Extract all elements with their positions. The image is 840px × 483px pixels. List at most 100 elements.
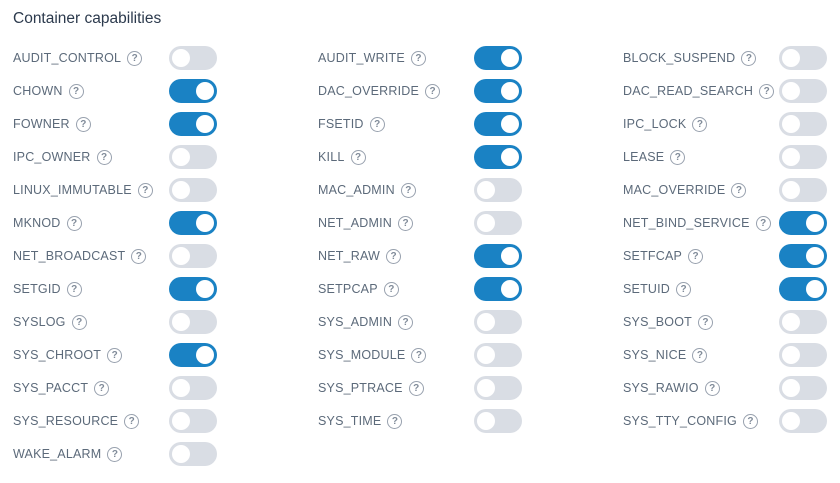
capability-label-group: SYS_TTY_CONFIG ? — [623, 413, 758, 429]
help-icon-audit-write[interactable]: ? — [410, 50, 426, 66]
help-icon-lease[interactable]: ? — [670, 149, 686, 165]
capability-label-group: NET_RAW ? — [318, 248, 402, 264]
capability-label-group: FOWNER ? — [13, 116, 91, 132]
toggle-audit-control[interactable] — [169, 46, 217, 70]
capability-label-group: CHOWN ? — [13, 83, 84, 99]
toggle-mknod[interactable] — [169, 211, 217, 235]
help-icon-net-admin[interactable]: ? — [398, 215, 414, 231]
capability-label: MAC_ADMIN — [318, 183, 395, 197]
capability-row-sys-tty-config: SYS_TTY_CONFIG ? — [623, 409, 827, 433]
toggle-knob-icon — [782, 49, 800, 67]
toggle-sys-nice[interactable] — [779, 343, 827, 367]
help-icon-fowner[interactable]: ? — [75, 116, 91, 132]
help-icon-setfcap[interactable]: ? — [688, 248, 704, 264]
help-icon-audit-control[interactable]: ? — [127, 50, 143, 66]
toggle-mac-admin[interactable] — [474, 178, 522, 202]
toggle-sys-rawio[interactable] — [779, 376, 827, 400]
capability-label-group: DAC_OVERRIDE ? — [318, 83, 441, 99]
toggle-kill[interactable] — [474, 145, 522, 169]
toggle-knob-icon — [172, 148, 190, 166]
help-icon-sys-pacct[interactable]: ? — [94, 380, 110, 396]
capability-label-group: IPC_LOCK ? — [623, 116, 708, 132]
capability-row-fowner: FOWNER ? — [13, 112, 217, 136]
help-icon-sys-resource[interactable]: ? — [124, 413, 140, 429]
capability-label: MKNOD — [13, 216, 61, 230]
toggle-sys-chroot[interactable] — [169, 343, 217, 367]
help-icon-mac-override[interactable]: ? — [731, 182, 747, 198]
capability-label: SYS_BOOT — [623, 315, 692, 329]
help-icon-syslog[interactable]: ? — [71, 314, 87, 330]
capability-label: LINUX_IMMUTABLE — [13, 183, 132, 197]
capability-label-group: SETPCAP ? — [318, 281, 399, 297]
help-icon-mknod[interactable]: ? — [66, 215, 82, 231]
help-icon-linux-immutable[interactable]: ? — [137, 182, 153, 198]
help-icon-chown[interactable]: ? — [68, 83, 84, 99]
capability-row-net-bind-service: NET_BIND_SERVICE ? — [623, 211, 827, 235]
toggle-sys-tty-config[interactable] — [779, 409, 827, 433]
toggle-sys-ptrace[interactable] — [474, 376, 522, 400]
capability-label-group: KILL ? — [318, 149, 366, 165]
toggle-fowner[interactable] — [169, 112, 217, 136]
toggle-net-admin[interactable] — [474, 211, 522, 235]
toggle-lease[interactable] — [779, 145, 827, 169]
help-icon-sys-tty-config[interactable]: ? — [742, 413, 758, 429]
toggle-block-suspend[interactable] — [779, 46, 827, 70]
help-icon-dac-read-search[interactable]: ? — [759, 83, 775, 99]
toggle-ipc-owner[interactable] — [169, 145, 217, 169]
toggle-chown[interactable] — [169, 79, 217, 103]
help-icon-sys-boot[interactable]: ? — [697, 314, 713, 330]
help-icon-sys-rawio[interactable]: ? — [704, 380, 720, 396]
help-icon-sys-chroot[interactable]: ? — [107, 347, 123, 363]
help-icon-setgid[interactable]: ? — [66, 281, 82, 297]
toggle-dac-override[interactable] — [474, 79, 522, 103]
toggle-setgid[interactable] — [169, 277, 217, 301]
toggle-wake-alarm[interactable] — [169, 442, 217, 466]
toggle-knob-icon — [172, 412, 190, 430]
capability-row-net-broadcast: NET_BROADCAST ? — [13, 244, 217, 268]
toggle-knob-icon — [477, 214, 495, 232]
capability-label-group: DAC_READ_SEARCH ? — [623, 83, 775, 99]
help-icon-sys-nice[interactable]: ? — [692, 347, 708, 363]
help-icon-wake-alarm[interactable]: ? — [107, 446, 123, 462]
toggle-knob-icon — [782, 82, 800, 100]
toggle-net-bind-service[interactable] — [779, 211, 827, 235]
toggle-linux-immutable[interactable] — [169, 178, 217, 202]
toggle-fsetid[interactable] — [474, 112, 522, 136]
help-icon-sys-time[interactable]: ? — [387, 413, 403, 429]
toggle-net-raw[interactable] — [474, 244, 522, 268]
help-icon-mac-admin[interactable]: ? — [400, 182, 416, 198]
help-icon-net-broadcast[interactable]: ? — [131, 248, 147, 264]
toggle-dac-read-search[interactable] — [779, 79, 827, 103]
toggle-setfcap[interactable] — [779, 244, 827, 268]
help-icon-block-suspend[interactable]: ? — [741, 50, 757, 66]
help-icon-net-raw[interactable]: ? — [386, 248, 402, 264]
help-icon-setuid[interactable]: ? — [676, 281, 692, 297]
toggle-sys-admin[interactable] — [474, 310, 522, 334]
help-icon-sys-ptrace[interactable]: ? — [408, 380, 424, 396]
capability-label-group: SYS_PACCT ? — [13, 380, 110, 396]
capability-row-audit-write: AUDIT_WRITE ? — [318, 46, 522, 70]
capability-label: LEASE — [623, 150, 665, 164]
toggle-sys-boot[interactable] — [779, 310, 827, 334]
toggle-syslog[interactable] — [169, 310, 217, 334]
toggle-sys-resource[interactable] — [169, 409, 217, 433]
help-icon-sys-admin[interactable]: ? — [398, 314, 414, 330]
toggle-sys-time[interactable] — [474, 409, 522, 433]
toggle-audit-write[interactable] — [474, 46, 522, 70]
toggle-net-broadcast[interactable] — [169, 244, 217, 268]
help-icon-net-bind-service[interactable]: ? — [755, 215, 771, 231]
toggle-setpcap[interactable] — [474, 277, 522, 301]
help-icon-setpcap[interactable]: ? — [383, 281, 399, 297]
toggle-setuid[interactable] — [779, 277, 827, 301]
toggle-mac-override[interactable] — [779, 178, 827, 202]
toggle-sys-module[interactable] — [474, 343, 522, 367]
help-icon-dac-override[interactable]: ? — [425, 83, 441, 99]
help-icon-ipc-lock[interactable]: ? — [692, 116, 708, 132]
toggle-ipc-lock[interactable] — [779, 112, 827, 136]
capability-label: NET_BROADCAST — [13, 249, 126, 263]
help-icon-fsetid[interactable]: ? — [369, 116, 385, 132]
help-icon-kill[interactable]: ? — [350, 149, 366, 165]
help-icon-sys-module[interactable]: ? — [411, 347, 427, 363]
help-icon-ipc-owner[interactable]: ? — [96, 149, 112, 165]
toggle-sys-pacct[interactable] — [169, 376, 217, 400]
